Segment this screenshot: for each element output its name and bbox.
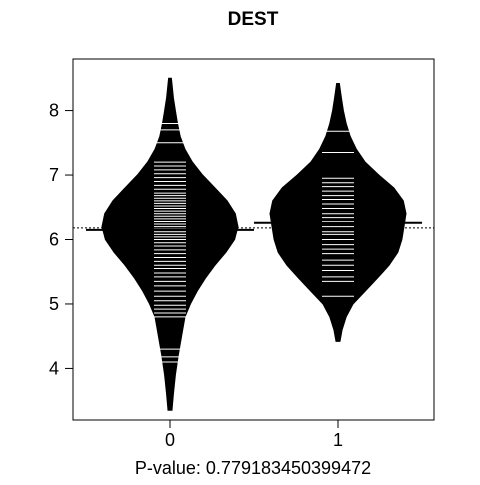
observation-lines-layer [154,122,354,363]
y-tick-label-5: 5 [49,294,59,314]
x-axis-label: P-value: 0.779183450399472 [135,458,371,478]
group-mean-lines-layer [86,221,422,231]
chart-title: DEST [228,9,279,30]
x-tick-label-1: 1 [333,430,343,450]
y-tick-label-8: 8 [49,101,59,121]
y-axis: 4 5 6 7 8 [49,101,73,378]
x-tick-label-0: 0 [165,430,175,450]
y-tick-label-7: 7 [49,165,59,185]
y-tick-label-4: 4 [49,358,59,378]
y-tick-label-6: 6 [49,230,59,250]
bean-1 [269,83,407,342]
bean-0 [101,77,239,411]
beans-layer [101,77,407,411]
